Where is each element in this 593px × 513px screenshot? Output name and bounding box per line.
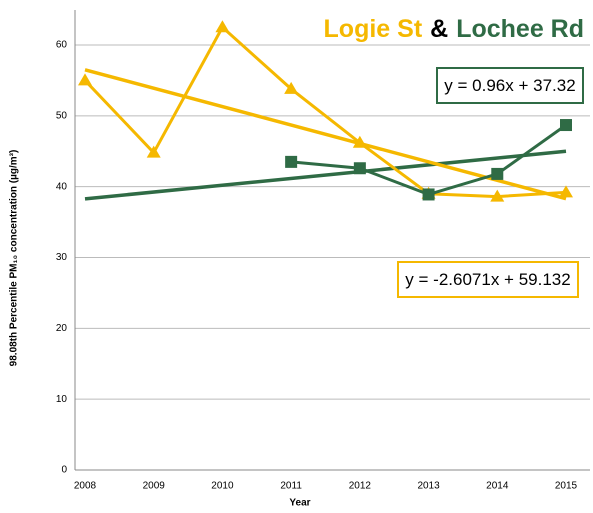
y-tick-label: 60 [56,40,68,51]
point [146,145,161,158]
y-tick-label: 40 [56,181,68,192]
trendline [84,149,567,201]
point [491,167,504,180]
x-tick-label: 2014 [486,481,509,492]
x-tick-label: 2008 [74,481,97,492]
point [285,155,298,168]
point [559,185,573,198]
y-tick-label: 30 [56,252,68,263]
equation-label: y = 0.96x + 37.32 [444,76,575,95]
x-tick-label: 2009 [143,481,166,492]
x-tick-label: 2012 [349,481,372,492]
equation-box [397,261,579,298]
point [560,119,572,132]
y-tick-label: 10 [56,394,68,405]
y-tick-label: 50 [56,110,68,121]
x-tick-label: 2013 [417,481,440,492]
title-part: & [430,15,448,43]
chart-title: Logie St & Lochee Rd [324,15,584,43]
x-axis-label: Year [289,498,310,509]
y-axis-label: 98.08th Percentile PM₁₀ concentration (µ… [9,150,20,367]
equation-label: y = -2.6071x + 59.132 [405,270,570,289]
point [215,20,230,33]
equation-box [436,67,584,104]
point [353,162,366,175]
y-tick-label: 0 [61,465,67,476]
point [490,189,505,202]
point [78,73,92,86]
x-tick-label: 2011 [280,481,302,492]
point [284,81,299,94]
x-tick-label: 2015 [555,481,578,492]
series-line [83,24,567,199]
x-tick-label: 2010 [211,481,234,492]
point [352,135,367,148]
y-tick-label: 20 [56,323,68,334]
point [422,188,435,201]
title-part: Lochee Rd [456,15,584,43]
title-part: Logie St [324,15,423,43]
